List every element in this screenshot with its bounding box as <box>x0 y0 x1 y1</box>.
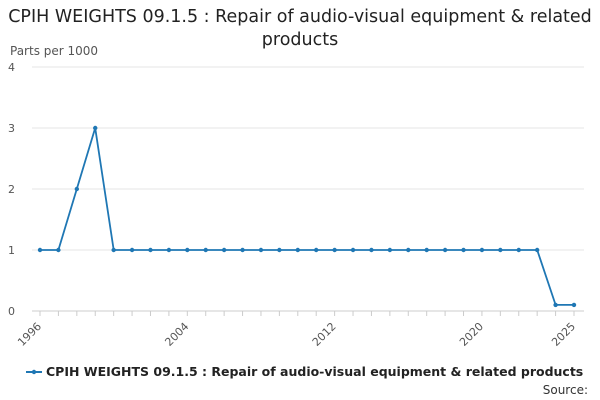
data-point[interactable] <box>369 247 374 253</box>
data-point[interactable] <box>185 247 190 253</box>
data-point[interactable] <box>37 247 43 253</box>
y-tick-label: 0 <box>8 305 15 318</box>
data-point[interactable] <box>93 125 98 131</box>
data-point[interactable] <box>553 302 558 308</box>
data-point[interactable] <box>240 247 245 253</box>
data-point[interactable] <box>74 186 80 192</box>
x-tick-label: 2004 <box>162 320 191 349</box>
chart-title: CPIH WEIGHTS 09.1.5 : Repair of audio-vi… <box>8 7 592 50</box>
grid-lines <box>32 66 584 312</box>
data-point[interactable] <box>295 247 300 253</box>
data-point[interactable] <box>516 247 521 253</box>
y-tick-label: 4 <box>8 61 15 74</box>
x-tick-labels: 1996 2004 2012 2020 2025 <box>15 320 578 349</box>
y-axis-label: Parts per 1000 <box>10 44 99 58</box>
data-point[interactable] <box>571 302 577 308</box>
source-label: Source: <box>542 383 588 397</box>
data-point[interactable] <box>534 247 540 253</box>
y-tick-labels: 0 1 2 3 4 <box>8 61 15 318</box>
data-point[interactable] <box>166 247 172 253</box>
series-line <box>40 127 574 306</box>
data-point[interactable] <box>332 247 337 253</box>
x-tick-label: 1996 <box>15 320 44 349</box>
data-point[interactable] <box>148 247 153 253</box>
data-point[interactable] <box>387 247 393 253</box>
legend-label: CPIH WEIGHTS 09.1.5 : Repair of audio-vi… <box>46 364 584 379</box>
data-point[interactable] <box>277 247 282 253</box>
data-point[interactable] <box>442 247 448 253</box>
data-point[interactable] <box>461 247 466 253</box>
data-point[interactable] <box>498 247 503 253</box>
axes <box>39 311 575 316</box>
legend-swatch <box>26 369 42 374</box>
x-tick-label: 2020 <box>457 320 486 349</box>
data-point[interactable] <box>406 247 411 253</box>
data-point[interactable] <box>221 247 227 253</box>
data-point[interactable] <box>111 247 116 253</box>
data-point[interactable] <box>424 247 429 253</box>
data-point[interactable] <box>56 247 61 253</box>
series <box>37 125 577 308</box>
y-tick-label: 2 <box>8 183 15 196</box>
data-point[interactable] <box>314 247 319 253</box>
x-tick-label: 2025 <box>549 320 578 349</box>
data-point[interactable] <box>479 247 485 253</box>
x-tick-label: 2012 <box>310 320 339 349</box>
legend[interactable]: CPIH WEIGHTS 09.1.5 : Repair of audio-vi… <box>26 364 583 379</box>
data-point[interactable] <box>129 247 135 253</box>
y-tick-label: 1 <box>8 244 15 257</box>
data-point[interactable] <box>258 247 264 253</box>
data-point[interactable] <box>203 247 208 253</box>
data-point[interactable] <box>350 247 356 253</box>
y-tick-label: 3 <box>8 122 15 135</box>
